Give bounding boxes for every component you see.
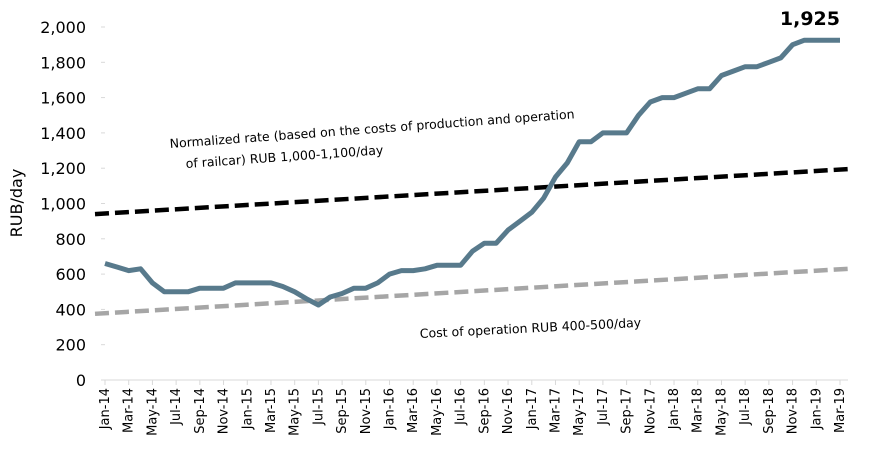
x-tick-label: Sep-18 [762,388,777,434]
x-tick-label: Mar-19 [833,388,848,433]
x-tick-label: Jan-16 [383,388,398,430]
y-tick-label: 200 [55,336,86,355]
x-tick-label: Mar-16 [406,388,421,433]
reference-line [94,166,849,217]
x-tick-label: May-14 [145,388,160,436]
reference-line [94,266,849,317]
y-tick-label: 1,200 [40,159,86,178]
x-tick-label: Mar-15 [264,388,279,433]
x-tick-label: Nov-16 [501,388,516,434]
x-tick-label: Sep-14 [193,388,208,434]
x-tick-label: Sep-16 [477,388,492,434]
x-tick-label: Jul-15 [311,388,326,426]
x-tick-label: Sep-17 [620,388,635,434]
x-tick-label: Sep-15 [335,388,350,434]
x-tick-label: Nov-18 [786,388,801,434]
line-series [104,37,840,308]
x-tick-label: Jul-18 [738,388,753,426]
x-tick-label: May-16 [430,388,445,436]
y-tick-label: 600 [55,265,86,284]
x-tick-label: Nov-15 [359,388,374,434]
y-axis-label: RUB/day [7,169,26,238]
x-tick-label: Jan-15 [240,388,255,430]
x-tick-label: Mar-14 [122,388,137,433]
x-tick-label: Mar-18 [691,388,706,433]
x-tick-label: Jan-19 [809,388,824,430]
y-tick-label: 800 [55,230,86,249]
x-tick-label: Jan-18 [667,388,682,430]
x-tick-label: May-18 [714,388,729,436]
y-tick-label: 1,600 [40,89,86,108]
data-label: 1,925 [780,8,840,30]
y-tick-label: 2,000 [40,18,86,37]
x-tick-label: Jan-17 [525,388,540,430]
x-tick-label: May-15 [288,388,303,436]
x-tick-label: Jul-17 [596,388,611,426]
y-tick-label: 1,800 [40,53,86,72]
x-tick-label: Mar-17 [548,388,563,433]
annotation: Cost of operation RUB 400-500/day [419,315,642,341]
y-tick-label: 0 [76,371,86,390]
x-tick-label: Nov-17 [643,388,658,434]
y-tick-label: 400 [55,300,86,319]
x-tick-label: Jan-14 [98,388,113,430]
x-tick-label: May-17 [572,388,587,436]
x-tick-label: Jul-14 [169,388,184,426]
y-tick-label: 1,400 [40,124,86,143]
x-tick-label: Nov-14 [217,388,232,434]
y-tick-label: 1,000 [40,195,86,214]
x-tick-label: Jul-16 [454,388,469,426]
